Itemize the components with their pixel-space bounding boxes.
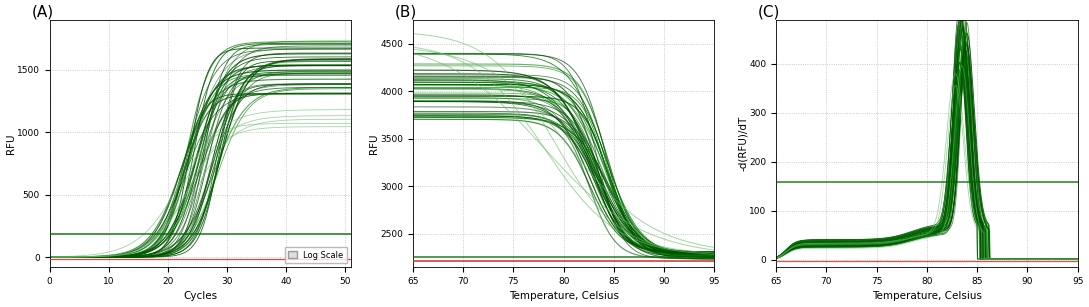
X-axis label: Temperature, Celsius: Temperature, Celsius: [509, 291, 619, 301]
Y-axis label: RFU: RFU: [5, 133, 15, 154]
Y-axis label: RFU: RFU: [369, 133, 379, 154]
X-axis label: Cycles: Cycles: [183, 291, 218, 301]
Text: (B): (B): [395, 5, 417, 20]
Text: (C): (C): [758, 5, 781, 20]
Y-axis label: -d(RFU)/dT: -d(RFU)/dT: [737, 116, 748, 171]
Text: (A): (A): [32, 5, 53, 20]
X-axis label: Temperature, Celsius: Temperature, Celsius: [872, 291, 982, 301]
Legend: Log Scale: Log Scale: [285, 247, 347, 263]
